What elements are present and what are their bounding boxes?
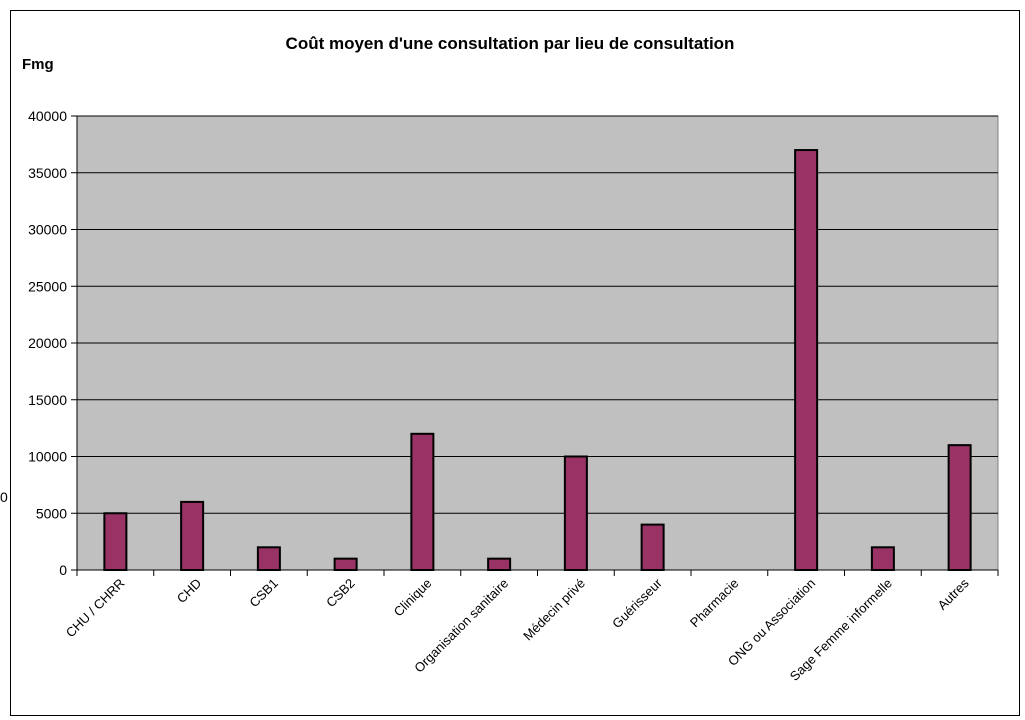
bar	[563, 455, 588, 571]
y-tick-label: 25000	[28, 278, 67, 294]
y-tick-label: 30000	[28, 222, 67, 238]
bar	[410, 432, 435, 571]
bar	[333, 557, 358, 572]
stray-label: 0	[0, 489, 8, 505]
y-tick-label: 15000	[28, 392, 67, 408]
plot-area: 0 5000 10000 15000 20000 25000 30000 35000 40000…	[28, 108, 999, 684]
x-tick-label: Autres	[935, 575, 973, 613]
bar	[870, 546, 895, 571]
x-tick-label: Clinique	[391, 576, 435, 620]
y-tick-label: 5000	[36, 505, 67, 521]
chart-title: Coût moyen d'une consultation par lieu d…	[286, 34, 735, 53]
y-axis-unit-label: Fmg	[22, 56, 54, 73]
bar	[103, 512, 128, 571]
x-tick-label: CHU / CHRR	[63, 576, 128, 641]
x-tick-label: Pharmacie	[687, 576, 742, 631]
bar	[256, 546, 281, 571]
x-tick-label: Guérisseur	[609, 575, 665, 631]
y-tick-label: 35000	[28, 165, 67, 181]
x-tick-label: Médecin privé	[520, 576, 588, 644]
x-tick-label: CHD	[174, 576, 205, 607]
bar	[794, 149, 819, 572]
y-tick-label: 20000	[28, 335, 67, 351]
bar	[487, 557, 512, 572]
bar	[947, 444, 972, 571]
x-tick-label: CSB2	[323, 576, 358, 611]
y-tick-label: 0	[59, 562, 67, 578]
x-tick-label: CSB1	[246, 576, 281, 611]
bar	[640, 523, 665, 571]
y-tick-label: 10000	[28, 449, 67, 465]
y-tick-label: 40000	[28, 108, 67, 124]
bar	[180, 500, 205, 571]
